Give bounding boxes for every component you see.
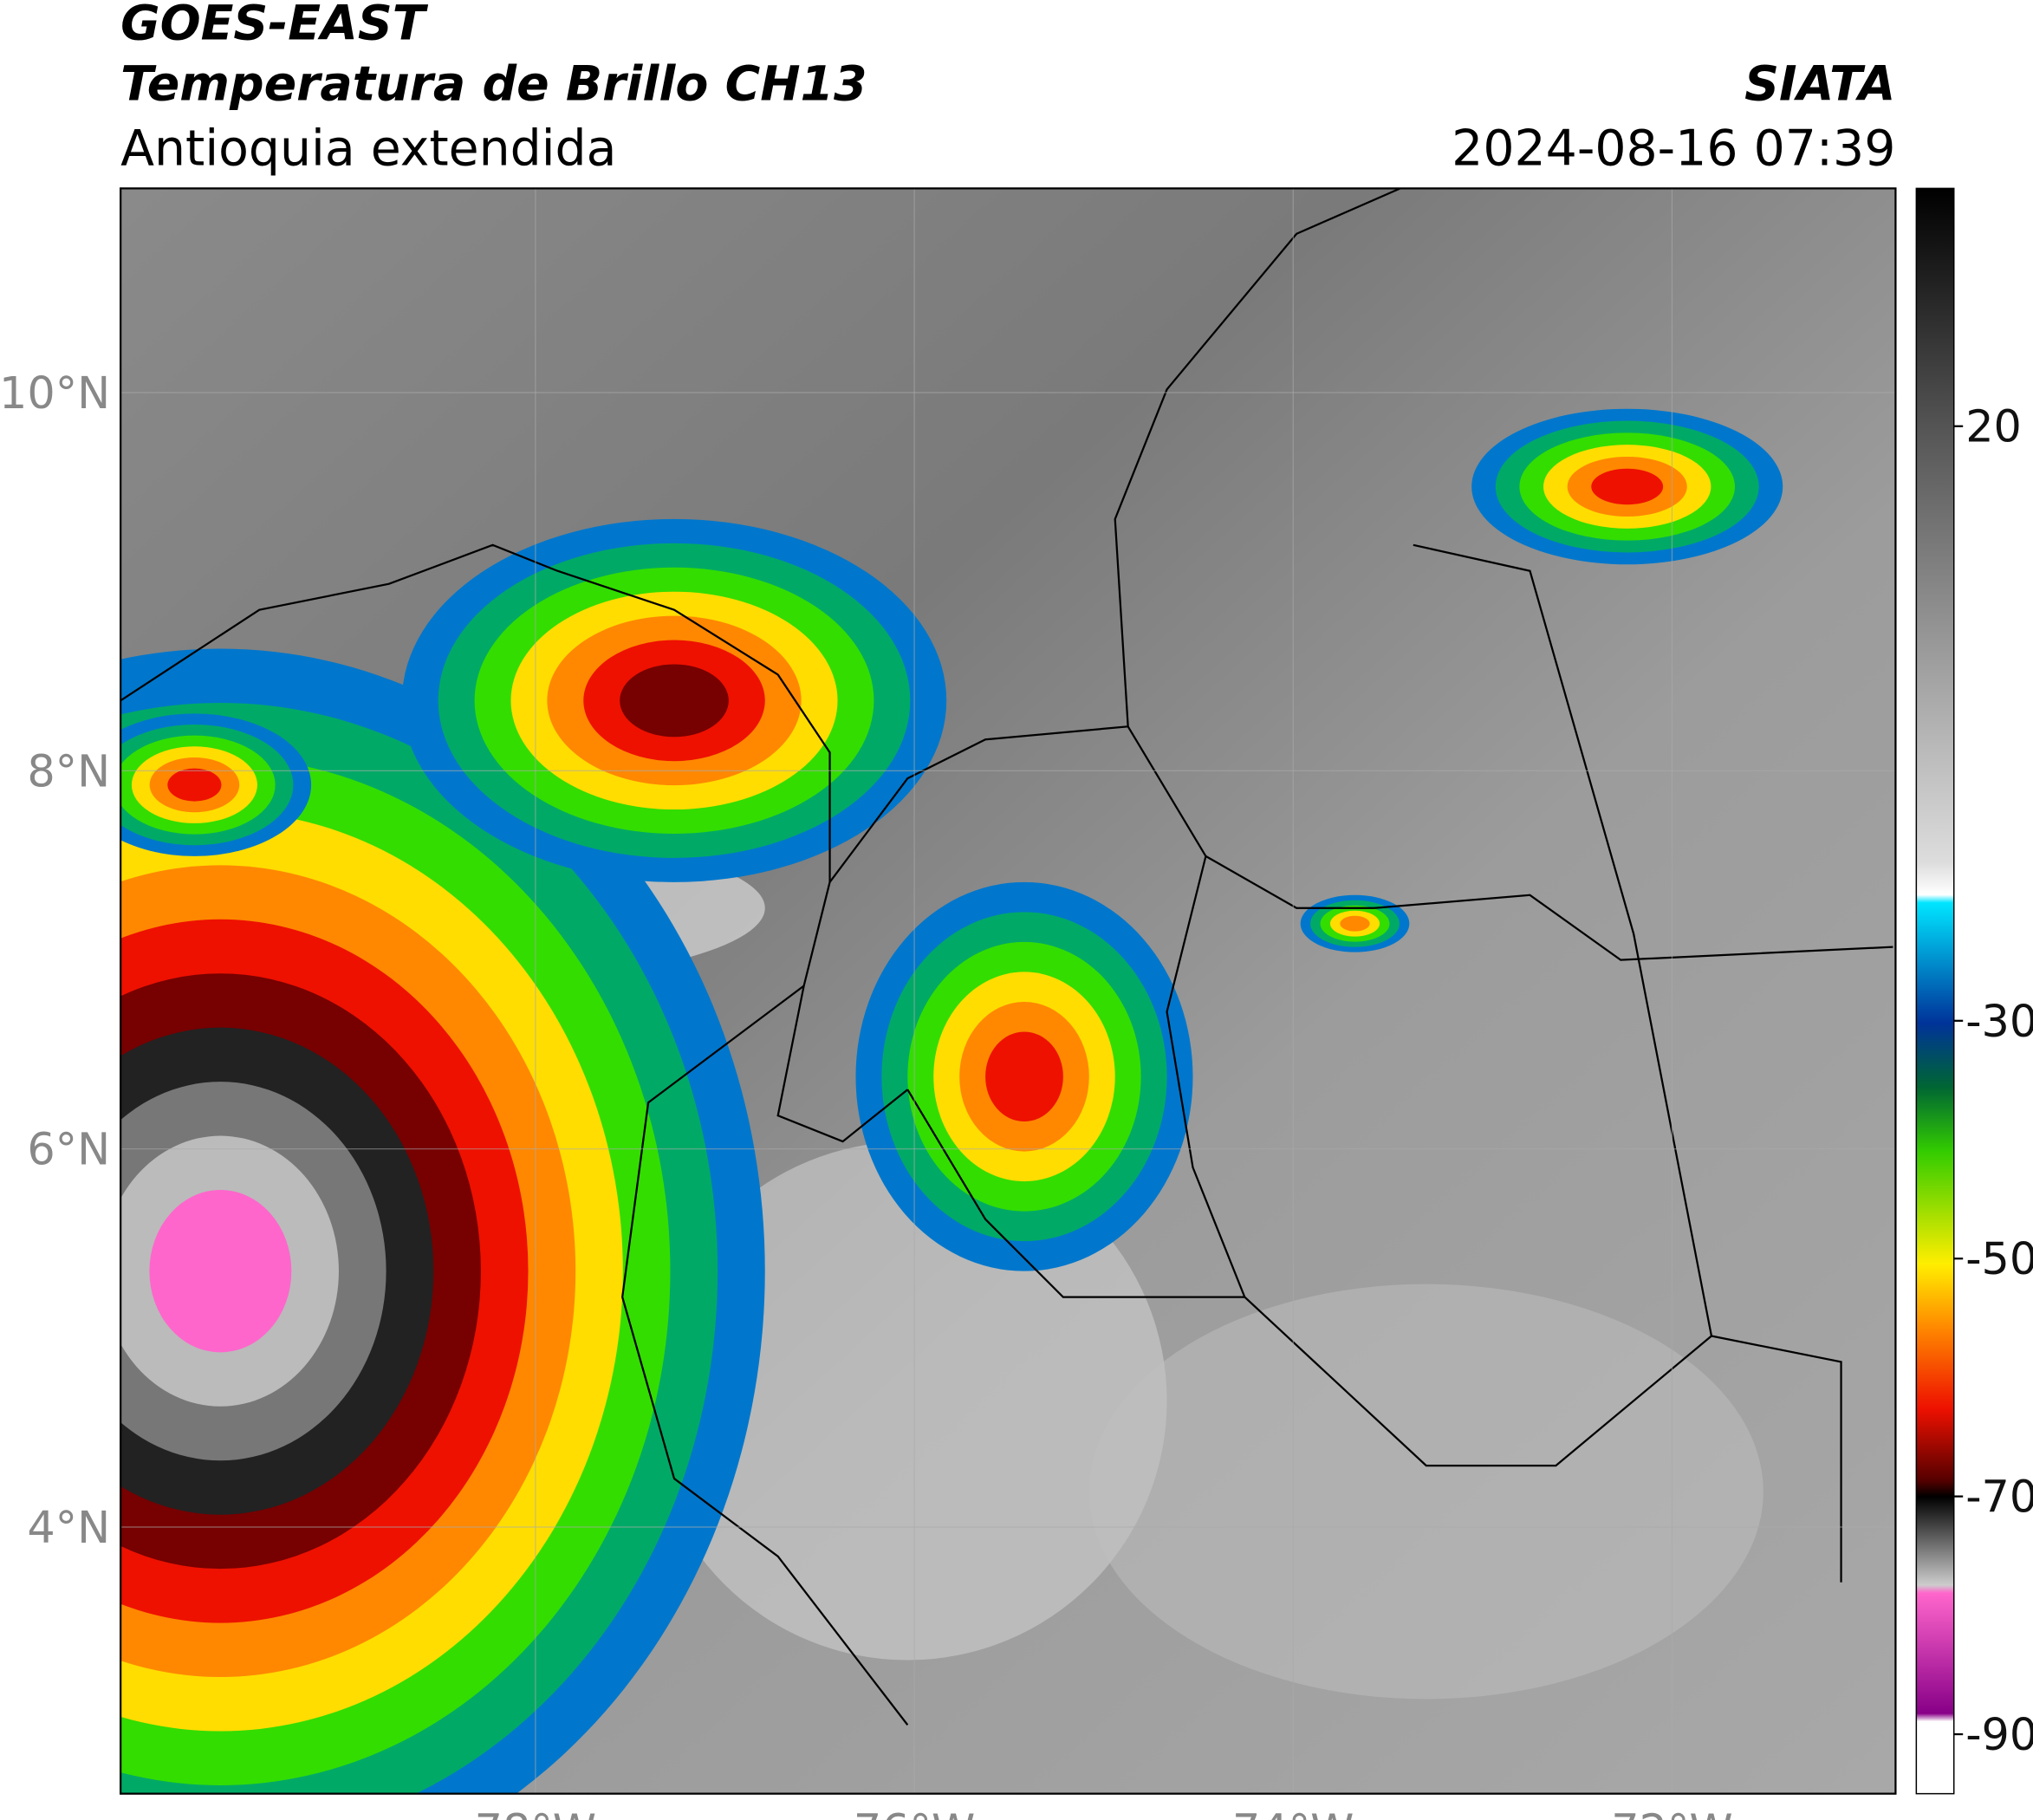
colorbar	[1915, 187, 1955, 1795]
storm-layer	[1591, 468, 1664, 505]
border-line	[828, 725, 1893, 961]
lon-label: 72°W	[1611, 1804, 1732, 1820]
colorbar-tick-label: 20	[1965, 401, 2022, 452]
lon-label: 78°W	[475, 1804, 596, 1820]
storm-layer	[985, 1031, 1063, 1122]
lat-label: 10°N	[0, 367, 110, 419]
lat-label: 6°N	[27, 1124, 110, 1175]
title: GOES-EAST	[120, 0, 429, 51]
storm-layer	[1340, 915, 1370, 932]
storm-layer	[167, 768, 222, 802]
region: Antioquia extendida	[120, 120, 616, 177]
lon-label: 76°W	[854, 1804, 975, 1820]
map-frame	[120, 187, 1897, 1795]
lon-label: 74°W	[1232, 1804, 1354, 1820]
source: SIATA	[1744, 57, 1895, 113]
timestamp: 2024-08-16 07:39	[1452, 120, 1895, 177]
lat-label: 8°N	[27, 745, 110, 796]
colorbar-tick-label: -90	[1965, 1709, 2033, 1760]
storm-layer	[620, 664, 729, 738]
cloud-band	[1088, 1284, 1763, 1700]
colorbar-tick-label: -30	[1965, 996, 2033, 1047]
subtitle: Temperatura de Brillo CH13	[120, 57, 867, 113]
colorbar-tick-label: -70	[1965, 1472, 2033, 1523]
border-line	[621, 985, 909, 1726]
border-line	[1114, 188, 1401, 727]
map-area	[120, 188, 1896, 1794]
storm-layer	[149, 1190, 292, 1353]
border-line	[906, 1089, 1245, 1298]
colorbar-tick-label: -50	[1965, 1233, 2033, 1284]
borders	[120, 188, 1893, 1726]
graticule: 10°N 8°N 6°N 4°N 78°W 76°W 74°W 72°W	[0, 188, 1896, 1820]
border-line	[1413, 543, 1842, 1583]
lat-label: 4°N	[27, 1502, 110, 1553]
border-line	[120, 543, 909, 1143]
